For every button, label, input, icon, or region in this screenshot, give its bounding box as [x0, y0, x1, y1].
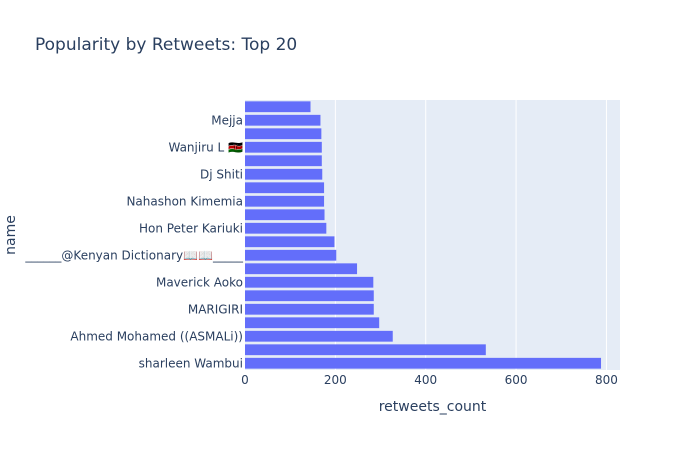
bar — [245, 290, 374, 302]
x-axis-title: retweets_count — [379, 399, 487, 415]
bar — [245, 303, 374, 315]
bar — [245, 168, 323, 180]
bar — [245, 249, 337, 261]
bar — [245, 344, 486, 356]
x-tick-label: 600 — [505, 373, 528, 387]
bar — [245, 195, 325, 207]
y-tick-label: ______@Kenyan Dictionary📖📖_____ — [24, 248, 244, 262]
bars — [245, 101, 602, 369]
bar — [245, 276, 374, 288]
y-tick-label: Hon Peter Kariuki — [139, 221, 243, 235]
y-tick-label: Nahashon Kimemia — [126, 194, 243, 208]
chart-title: Popularity by Retweets: Top 20 — [35, 35, 297, 55]
y-axis-ticks: sharleen Wambui Ahmed Mohamed ((ASMALi)) M… — [24, 113, 244, 370]
bar — [245, 317, 380, 329]
y-tick-label: sharleen Wambui — [139, 356, 243, 370]
bar — [245, 209, 325, 221]
bar — [245, 357, 602, 369]
x-tick-label: 800 — [595, 373, 618, 387]
x-tick-label: 400 — [414, 373, 437, 387]
bar — [245, 236, 335, 248]
bar — [245, 263, 358, 275]
x-axis-ticks: 0 200 400 600 800 — [241, 373, 618, 387]
bar — [245, 128, 322, 140]
bar — [245, 330, 393, 342]
bar — [245, 182, 325, 194]
y-axis-title: name — [3, 215, 19, 255]
y-tick-label: Dj Shiti — [200, 167, 243, 181]
plot-background — [245, 100, 620, 370]
bar — [245, 114, 321, 126]
x-tick-label: 0 — [241, 373, 249, 387]
x-tick-label: 200 — [324, 373, 347, 387]
bar — [245, 101, 311, 113]
y-tick-label: Mejja — [211, 113, 243, 127]
y-tick-label: Maverick Aoko — [156, 275, 243, 289]
y-tick-label: Ahmed Mohamed ((ASMALi)) — [70, 329, 243, 343]
y-tick-label: MARIGIRI — [188, 302, 243, 316]
bar — [245, 155, 322, 167]
bar — [245, 222, 327, 234]
y-tick-label: Wanjiru L 🇰🇪 — [168, 140, 243, 154]
bar — [245, 141, 322, 153]
